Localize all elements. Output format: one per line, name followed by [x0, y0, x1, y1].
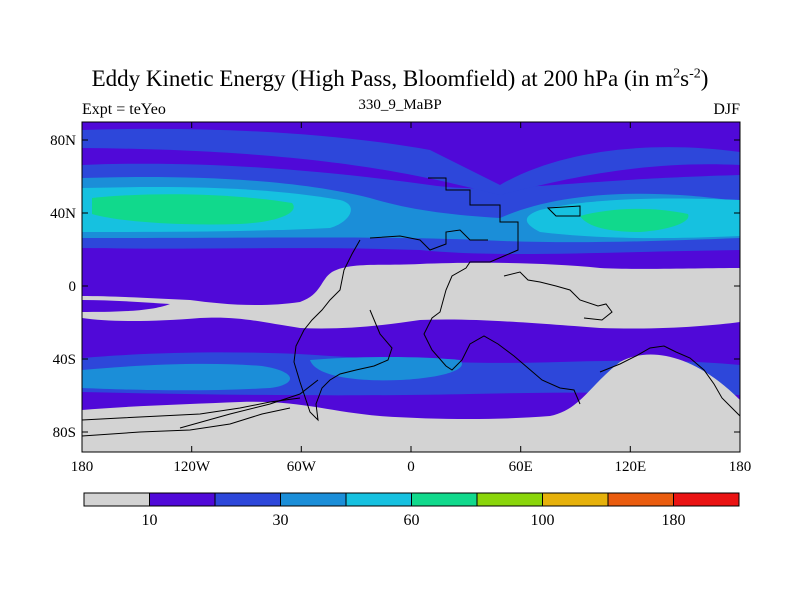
- season-label: DJF: [713, 101, 740, 118]
- coast-africa-eurasia: [423, 177, 581, 405]
- coast-south-america: [293, 239, 393, 422]
- field-tropical-low: [82, 262, 740, 329]
- lon-tick-label: 120W: [173, 459, 211, 475]
- lon-tick-label: 60E: [509, 459, 533, 475]
- coast-asia-south: [503, 271, 613, 321]
- lon-axis: 180 120W 60W 0 60E 120E 180: [71, 122, 752, 475]
- coast-antarctica-c: [179, 379, 319, 429]
- field-core-atlantic: [92, 194, 294, 225]
- field-band-south-core: [82, 363, 291, 391]
- colorbar-label: 60: [404, 512, 420, 529]
- colorbar-bin: [476, 492, 543, 507]
- lon-tick-label: 60W: [287, 459, 317, 475]
- colorbar-bin: [411, 492, 478, 507]
- lon-tick-label: 180: [729, 459, 752, 475]
- coastlines: [82, 177, 740, 437]
- lat-tick-label: 40N: [50, 206, 76, 222]
- field-band-arctic: [82, 128, 740, 195]
- field-antarctic-low: [82, 354, 740, 452]
- colorbar-bin: [542, 492, 609, 507]
- experiment-label: Expt = teYeo: [82, 101, 166, 118]
- field-band-south-core2: [310, 357, 462, 381]
- colorbar-bin: [149, 492, 216, 507]
- lat-tick-label: 80S: [53, 425, 76, 441]
- colorbar-label: 30: [273, 512, 289, 529]
- colorbar: 10 30 60 100 180: [83, 492, 740, 529]
- coast-japan: [546, 205, 581, 217]
- colorbar-bin: [607, 492, 674, 507]
- colorbar-bin: [345, 492, 412, 507]
- colorbar-bin: [280, 492, 347, 507]
- lat-tick-label: 40S: [53, 352, 76, 368]
- colorbar-bin: [214, 492, 281, 507]
- map-subtitle: 330_9_MaBP: [358, 97, 442, 113]
- colorbar-bin: [673, 492, 740, 507]
- coast-australia: [599, 345, 740, 417]
- lat-tick-label: 80N: [50, 133, 76, 149]
- lon-tick-label: 0: [407, 459, 415, 475]
- lat-axis: 80N 40N 0 40S 80S: [50, 133, 740, 441]
- coast-antarctica-b: [82, 407, 291, 437]
- lat-tick-label: 0: [69, 279, 77, 295]
- coast-antarctica-a: [82, 397, 301, 421]
- colorbar-bin: [83, 492, 150, 507]
- colorbar-label: 180: [662, 512, 686, 529]
- lon-tick-label: 180: [71, 459, 94, 475]
- coast-north-atlantic: [369, 229, 488, 251]
- colorbar-label: 10: [142, 512, 158, 529]
- lon-tick-label: 120E: [614, 459, 646, 475]
- map-plot-area: [82, 122, 740, 452]
- map-title: Eddy Kinetic Energy (High Pass, Bloomfie…: [91, 66, 709, 91]
- colorbar-label: 100: [531, 512, 555, 529]
- field-tropical-gap: [82, 300, 170, 312]
- field-core-pacific: [580, 208, 689, 232]
